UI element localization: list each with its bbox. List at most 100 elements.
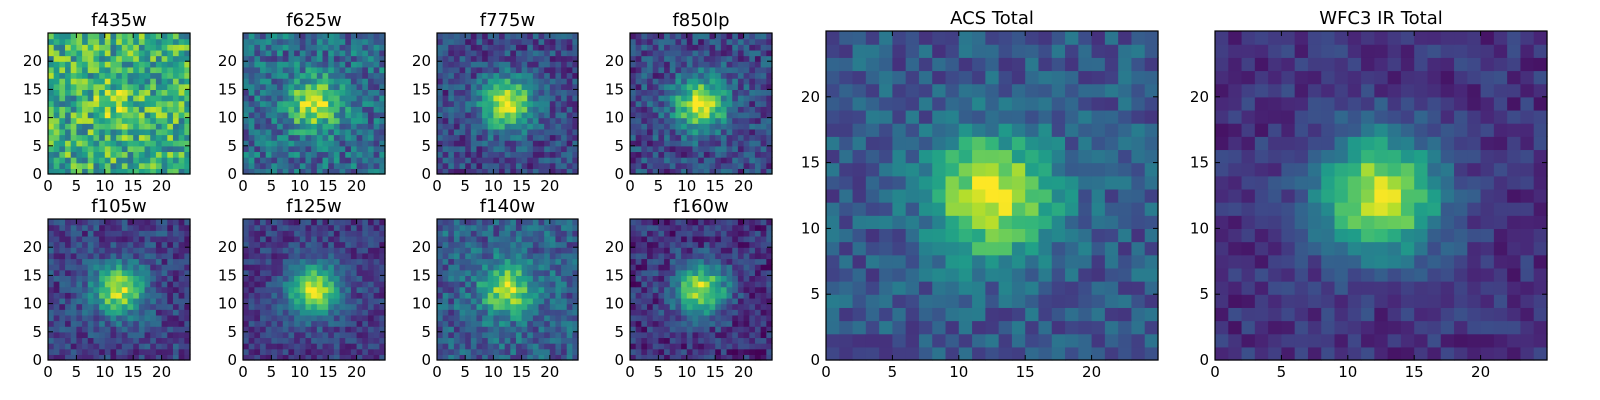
heatmap-cell (515, 128, 523, 136)
heatmap-cell (127, 331, 134, 339)
heatmap-cell (93, 343, 100, 350)
heatmap-cell (448, 106, 455, 113)
heatmap-cell (527, 275, 534, 282)
heatmap-cell (476, 123, 483, 130)
heatmap-cell (515, 134, 523, 141)
heatmap-cell (116, 100, 123, 107)
heatmap-cell (703, 326, 711, 333)
heatmap-cell (453, 292, 461, 299)
heatmap-cell (561, 157, 568, 164)
heatmap-cell (555, 230, 562, 237)
heatmap-cell (48, 72, 55, 79)
heatmap-cell (305, 354, 312, 361)
heatmap-cell (333, 44, 341, 51)
heatmap-cell (138, 134, 146, 141)
heatmap-cell (544, 354, 551, 361)
heatmap-cell (265, 44, 272, 51)
heatmap-cell (350, 111, 358, 119)
heatmap-cell (703, 314, 711, 322)
heatmap-cell (453, 326, 461, 333)
heatmap-cell (316, 314, 324, 322)
heatmap-cell (737, 117, 745, 124)
heatmap-cell (133, 354, 140, 361)
heatmap-cell (362, 123, 369, 130)
heatmap-cell (48, 78, 55, 85)
heatmap-cell (726, 292, 733, 299)
heatmap-cell (345, 61, 352, 68)
heatmap-cell (184, 343, 191, 350)
heatmap-cell (515, 100, 523, 107)
heatmap-cell (184, 168, 191, 175)
heatmap-cell (150, 44, 157, 51)
heatmap-cell (254, 241, 261, 248)
heatmap-cell (652, 78, 659, 85)
heatmap-cell (715, 83, 722, 90)
heatmap-cell (133, 247, 140, 254)
heatmap-cell (316, 168, 324, 175)
heatmap-cell (373, 61, 380, 68)
heatmap-cell (59, 269, 66, 276)
heatmap-cell (437, 83, 444, 90)
heatmap-cell (121, 337, 129, 344)
heatmap-cell (184, 286, 191, 293)
heatmap-cell (669, 168, 677, 175)
heatmap-cell (356, 145, 363, 153)
heatmap-cell (150, 55, 157, 62)
heatmap-cell (715, 78, 722, 85)
heatmap-cell (294, 326, 301, 333)
heatmap-cell (87, 258, 95, 265)
heatmap-cell (294, 235, 301, 243)
heatmap-cell (294, 168, 301, 175)
heatmap-cell (453, 235, 461, 243)
heatmap-cell (76, 354, 83, 361)
heatmap-cell (59, 292, 66, 299)
heatmap-cell (48, 145, 55, 153)
heatmap-cell (104, 95, 112, 102)
heatmap-cell (549, 117, 557, 124)
heatmap-cell (521, 83, 528, 90)
heatmap-cell (53, 354, 60, 361)
heatmap-cell (116, 286, 123, 293)
heatmap-cell (698, 309, 705, 316)
heatmap-cell (172, 286, 180, 293)
heatmap-cell (487, 61, 494, 68)
heatmap-cell (328, 354, 335, 361)
heatmap-cell (271, 157, 278, 164)
heatmap-cell (686, 331, 694, 339)
heatmap-cell (322, 44, 329, 51)
heatmap-cell (53, 241, 60, 248)
heatmap-cell (766, 297, 773, 305)
heatmap-cell (373, 83, 380, 90)
heatmap-cell (504, 111, 511, 119)
heatmap-cell (350, 241, 358, 248)
heatmap-cell (499, 309, 506, 316)
heatmap-cell (470, 123, 478, 130)
heatmap-cell (110, 297, 117, 305)
heatmap-cell (635, 281, 642, 288)
heatmap-cell (150, 72, 157, 79)
heatmap-cell (345, 320, 352, 327)
heatmap-cell (499, 117, 506, 124)
heatmap-cell (87, 168, 95, 175)
heatmap-cell (356, 292, 363, 299)
heatmap-cell (65, 44, 72, 51)
heatmap-cell (172, 95, 180, 102)
heatmap-cell (555, 33, 562, 40)
heatmap-cell (652, 128, 659, 136)
y-tick-label: 10 (605, 109, 624, 127)
heatmap-cell (350, 89, 358, 96)
heatmap-cell (104, 168, 112, 175)
heatmap-cell (339, 49, 346, 57)
heatmap-cell (260, 219, 267, 226)
heatmap-cell (271, 72, 278, 79)
heatmap-cell (686, 145, 694, 153)
heatmap-cell (362, 145, 369, 153)
heatmap-cell (110, 252, 117, 260)
heatmap-cell (715, 123, 722, 130)
heatmap-cell (482, 281, 489, 288)
heatmap-cell (316, 264, 324, 271)
heatmap-cell (150, 89, 157, 96)
heatmap-cell (515, 337, 523, 344)
x-tick-label: 5 (460, 363, 470, 381)
heatmap-cell (726, 38, 733, 45)
